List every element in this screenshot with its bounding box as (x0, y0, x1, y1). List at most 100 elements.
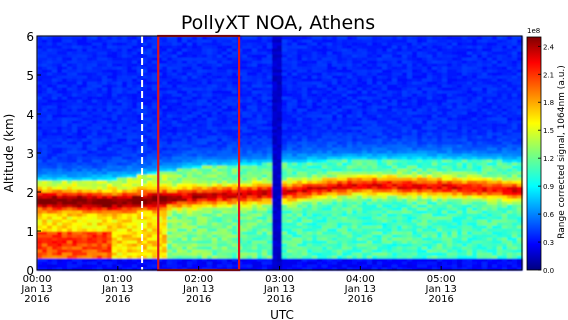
heatmap-cell (62, 246, 68, 250)
heatmap-cell (52, 144, 58, 148)
heatmap-cell (132, 69, 138, 73)
heatmap-cell (347, 261, 353, 265)
heatmap-cell (137, 132, 143, 136)
heatmap-cell (182, 141, 188, 145)
heatmap-cell (252, 51, 258, 55)
heatmap-cell (177, 210, 183, 214)
heatmap-cell (222, 123, 228, 127)
heatmap-cell (222, 135, 228, 139)
heatmap-cell (97, 261, 103, 265)
heatmap-cell (212, 57, 218, 61)
heatmap-cell (312, 138, 318, 142)
heatmap-cell (227, 111, 233, 115)
heatmap-cell (37, 150, 43, 154)
heatmap-cell (182, 210, 188, 214)
heatmap-cell (72, 141, 78, 145)
heatmap-cell (247, 63, 253, 67)
heatmap-cell (207, 186, 213, 190)
heatmap-cell (187, 48, 193, 52)
heatmap-cell (107, 183, 113, 187)
heatmap-cell (307, 78, 313, 82)
heatmap-cell (47, 198, 53, 202)
heatmap-cell (162, 108, 168, 112)
heatmap-cell (217, 69, 223, 73)
heatmap-cell (177, 99, 183, 103)
heatmap-cell (52, 45, 58, 49)
heatmap-cell (87, 261, 93, 265)
heatmap-cell (82, 219, 88, 223)
heatmap-cell (92, 231, 98, 235)
heatmap-cell (147, 243, 153, 247)
heatmap-cell (112, 75, 118, 79)
heatmap-cell (77, 135, 83, 139)
heatmap-cell (102, 252, 108, 256)
heatmap-cell (272, 129, 278, 133)
heatmap-cell (347, 81, 353, 85)
heatmap-cell (257, 48, 263, 52)
heatmap-cell (52, 105, 58, 109)
heatmap-cell (207, 153, 213, 157)
heatmap-cell (37, 183, 43, 187)
heatmap-cell (337, 144, 343, 148)
heatmap-cell (222, 39, 228, 43)
heatmap-cell (107, 171, 113, 175)
heatmap-cell (47, 111, 53, 115)
heatmap-cell (102, 108, 108, 112)
heatmap-cell (282, 63, 288, 67)
heatmap-cell (57, 66, 63, 70)
heatmap-cell (307, 39, 313, 43)
heatmap-cell (347, 48, 353, 52)
heatmap-cell (302, 204, 308, 208)
heatmap-cell (332, 219, 338, 223)
heatmap-cell (272, 162, 278, 166)
heatmap-cell (107, 225, 113, 229)
heatmap-cell (342, 147, 348, 151)
heatmap-cell (282, 264, 288, 268)
heatmap-cell (42, 144, 48, 148)
heatmap-cell (247, 201, 253, 205)
heatmap-cell (352, 177, 358, 181)
heatmap-cell (302, 183, 308, 187)
heatmap-cell (272, 141, 278, 145)
heatmap-cell (152, 84, 158, 88)
heatmap-cell (157, 66, 163, 70)
heatmap-cell (317, 57, 323, 61)
heatmap-cell (262, 183, 268, 187)
heatmap-cell (307, 105, 313, 109)
heatmap-cell (142, 210, 148, 214)
heatmap-cell (227, 84, 233, 88)
heatmap-cell (102, 42, 108, 46)
heatmap-cell (152, 180, 158, 184)
heatmap-cell (307, 204, 313, 208)
heatmap-cell (107, 195, 113, 199)
heatmap-cell (192, 108, 198, 112)
heatmap-cell (227, 162, 233, 166)
heatmap-cell (187, 255, 193, 259)
heatmap-cell (247, 147, 253, 151)
heatmap-cell (207, 138, 213, 142)
heatmap-cell (287, 183, 293, 187)
heatmap-cell (92, 240, 98, 244)
heatmap-cell (92, 192, 98, 196)
heatmap-cell (187, 162, 193, 166)
heatmap-cell (332, 138, 338, 142)
heatmap-cell (157, 258, 163, 262)
heatmap-cell (122, 255, 128, 259)
heatmap-cell (227, 141, 233, 145)
heatmap-cell (247, 240, 253, 244)
heatmap-cell (317, 129, 323, 133)
heatmap-cell (152, 75, 158, 79)
heatmap-cell (92, 189, 98, 193)
heatmap-cell (192, 90, 198, 94)
heatmap-cell (187, 45, 193, 49)
heatmap-cell (217, 243, 223, 247)
heatmap-cell (347, 228, 353, 232)
heatmap-cell (302, 153, 308, 157)
heatmap-cell (267, 267, 273, 271)
heatmap-cell (327, 54, 333, 58)
heatmap-cell (347, 114, 353, 118)
heatmap-cell (217, 132, 223, 136)
heatmap-cell (312, 120, 318, 124)
heatmap-cell (277, 249, 283, 253)
heatmap-cell (342, 165, 348, 169)
